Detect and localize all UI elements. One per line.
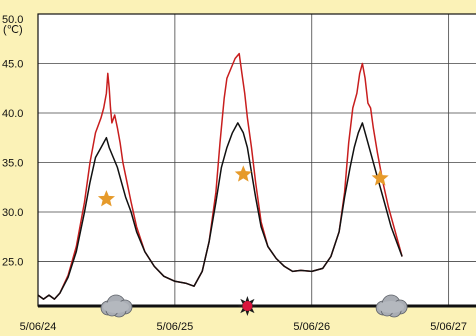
y-tick-label-4: 30.0 — [2, 207, 23, 219]
x-ticks: 5/06/24 5/06/25 5/06/26 5/06/27 — [20, 321, 467, 333]
weather-layer — [100, 294, 408, 318]
cloud-icon-2 — [375, 294, 408, 318]
star-marker-1 — [234, 165, 252, 182]
y-tick-label-5: 25.0 — [2, 256, 23, 268]
x-tick-label-3: 5/06/27 — [430, 321, 467, 333]
y-tick-label-0: 50.0 — [2, 14, 23, 26]
plot-border — [37, 13, 476, 307]
series-line-1 — [37, 122, 403, 300]
cloud-icon-0 — [100, 294, 133, 318]
x-tick-label-2: 5/06/26 — [293, 321, 330, 333]
y-tick-label-2: 40.0 — [2, 108, 23, 120]
marker-layer — [97, 165, 389, 207]
y-tick-label-3: 35.0 — [2, 157, 23, 169]
y-tick-label-1: 45.0 — [2, 58, 23, 70]
sun-icon-1 — [237, 296, 258, 316]
star-marker-2 — [371, 169, 389, 186]
plot-area — [38, 14, 476, 306]
x-tick-label-1: 5/06/25 — [157, 321, 194, 333]
series-layer — [37, 52, 403, 300]
y-unit-label: (℃) — [3, 24, 23, 36]
y-ticks: 50.0 45.0 40.0 35.0 30.0 25.0 — [2, 14, 23, 268]
series-line-0 — [37, 52, 403, 300]
x-tick-label-0: 5/06/24 — [20, 321, 57, 333]
star-marker-0 — [97, 190, 115, 207]
